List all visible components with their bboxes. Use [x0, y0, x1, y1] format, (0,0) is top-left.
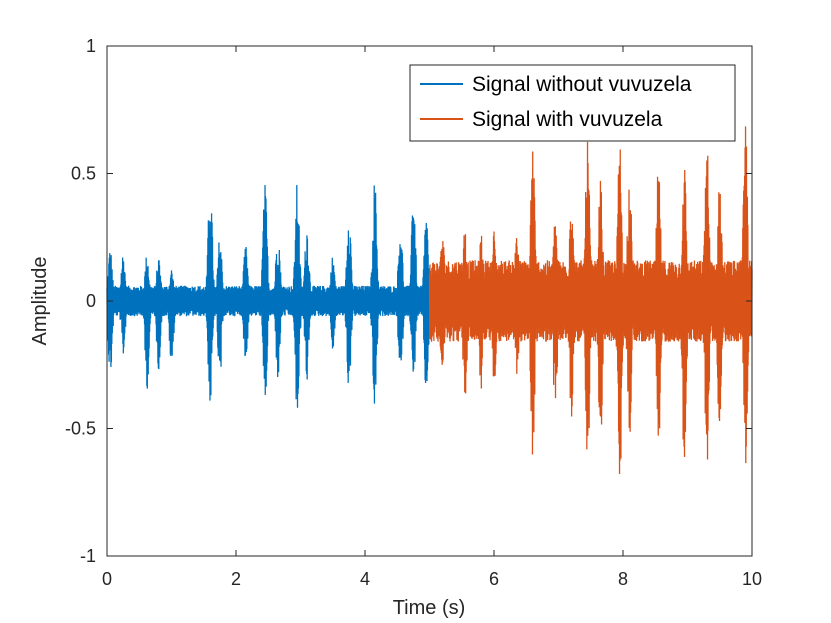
y-axis-label: Amplitude	[29, 257, 51, 346]
legend: Signal without vuvuzela Signal with vuvu…	[409, 64, 736, 142]
legend-label-signal-without-vuvuzela: Signal without vuvuzela	[472, 73, 692, 96]
x-axis-label: Time (s)	[393, 597, 466, 619]
y-tick-label: -0.5	[65, 419, 96, 439]
series-line-signal-without-vuvuzela	[106, 185, 431, 408]
x-tick-label: 2	[231, 569, 241, 589]
x-tick-label: 10	[742, 569, 762, 589]
legend-box	[409, 64, 736, 142]
x-tick-label: 6	[489, 569, 499, 589]
y-tick-label: 0	[86, 291, 96, 311]
series-layer	[106, 126, 753, 475]
x-tick-label: 8	[618, 569, 628, 589]
x-tick-label: 4	[360, 569, 370, 589]
y-tick-label: -1	[80, 546, 96, 566]
series-line-signal-with-vuvuzela	[428, 126, 753, 475]
legend-label-signal-with-vuvuzela: Signal with vuvuzela	[472, 108, 663, 131]
y-tick-label: 1	[86, 36, 96, 56]
x-tick-label: 0	[102, 569, 112, 589]
y-tick-label: 0.5	[71, 164, 96, 184]
ticks-layer: 0 2 4 6 8 10 -1 -0.5 0 0.5 1	[65, 36, 762, 589]
